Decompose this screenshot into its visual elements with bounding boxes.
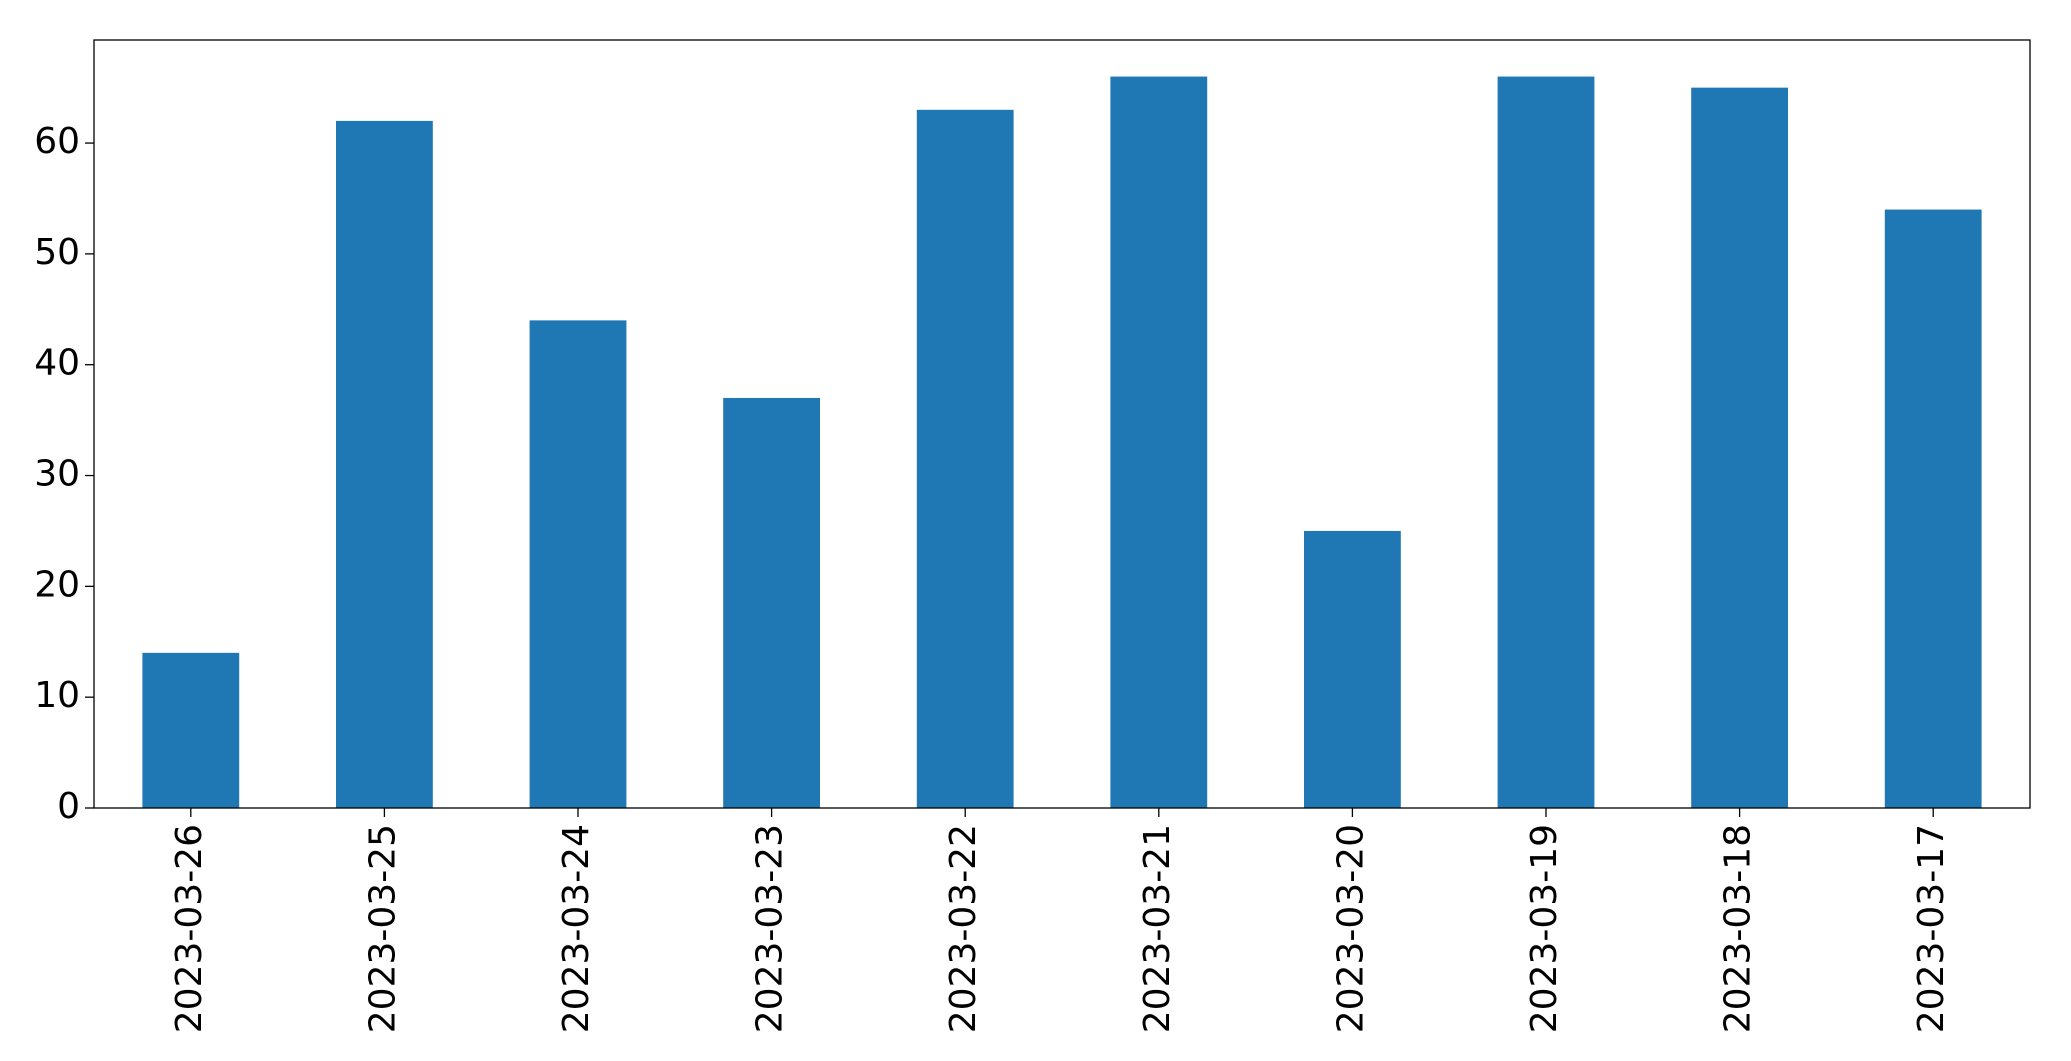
bar [1884,209,1982,808]
y-tick-label: 10 [34,675,80,716]
x-tick-label: 2023-03-24 [556,824,597,1033]
bar [1691,87,1788,808]
x-tick-label: 2023-03-22 [943,824,984,1033]
bar [916,109,1014,809]
y-tick-label: 60 [34,121,80,162]
x-tick-label: 2023-03-18 [1718,824,1759,1033]
x-tick-label: 2023-03-19 [1524,824,1565,1033]
x-tick-label: 2023-03-17 [1911,824,1952,1033]
x-tick-label: 2023-03-21 [1137,824,1178,1033]
plot-frame [93,39,2031,809]
y-tick-label: 50 [34,232,80,273]
x-tick-label: 2023-03-26 [169,824,210,1033]
y-tick-label: 40 [34,343,80,384]
bar [529,320,627,808]
bar [1304,530,1401,808]
bar [142,652,240,808]
y-tick-label: 20 [34,564,80,605]
x-tick-label: 2023-03-23 [750,824,791,1033]
x-tick-label: 2023-03-25 [362,824,403,1033]
y-tick-label: 30 [34,454,80,495]
bar [336,120,433,808]
x-tick-label: 2023-03-20 [1330,824,1371,1033]
bar [1110,76,1208,809]
bar [723,397,820,808]
bar [1497,76,1595,809]
y-tick-label: 0 [57,786,80,827]
